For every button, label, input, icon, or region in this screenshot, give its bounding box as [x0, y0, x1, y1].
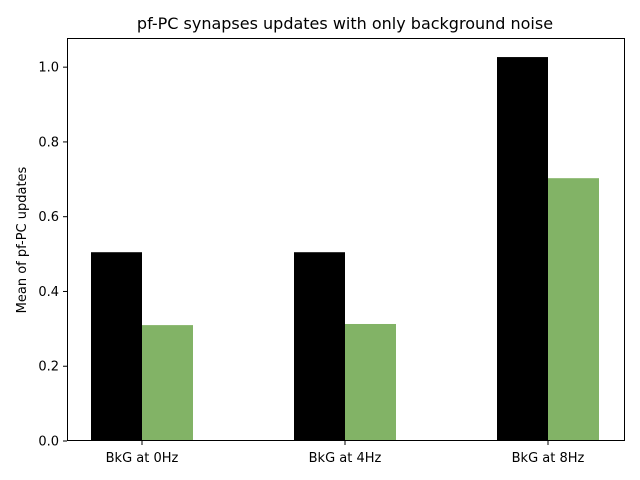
bar-series1-3: [497, 57, 548, 442]
bar-series1-2: [294, 252, 345, 441]
y-tick-label: 0.2: [38, 360, 59, 375]
y-tick-label: 0.0: [38, 435, 59, 450]
y-tick-label: 0.8: [38, 135, 59, 150]
y-axis-label: Mean of pf-PC updates: [15, 166, 30, 313]
y-tick-label: 1.0: [38, 61, 59, 76]
x-axis-ticks: BkG at 0Hz BkG at 4Hz BkG at 8Hz: [106, 441, 585, 466]
plot-area-frame: [67, 38, 625, 441]
bar-series2-2: [345, 323, 396, 441]
y-tick-label: 0.6: [38, 210, 59, 225]
chart-title: pf-PC synapses updates with only backgro…: [137, 14, 553, 33]
y-tick-label: 0.4: [38, 285, 59, 300]
y-axis-ticks: 0.0 0.2 0.4 0.6 0.8 1.0: [38, 61, 67, 450]
x-tick-label: BkG at 8Hz: [512, 451, 585, 466]
bar-series2-3: [548, 178, 599, 441]
x-tick-label: BkG at 0Hz: [106, 451, 179, 466]
bars-group: [91, 57, 599, 442]
bar-series2-1: [142, 325, 193, 441]
x-tick-label: BkG at 4Hz: [309, 451, 382, 466]
bar-series1-1: [91, 252, 142, 441]
